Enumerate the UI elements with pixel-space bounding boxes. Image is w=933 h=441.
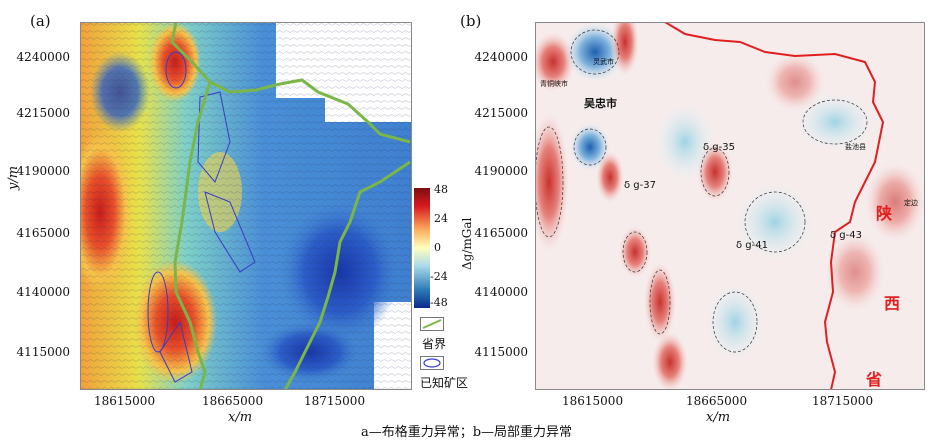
province-char-1: 陕 — [876, 204, 893, 223]
b-xtick-3: 18715000 — [812, 394, 874, 408]
label-lingwu: 灵武市 — [593, 58, 614, 66]
a-xtick-3: 18715000 — [304, 394, 366, 408]
b-ytick-5: 4140000 — [474, 285, 528, 299]
legend-mine-label: 已知矿区 — [420, 376, 469, 390]
figure-caption: a—布格重力异常；b—局部重力异常 — [360, 425, 573, 440]
cbar-tick-2: 24 — [434, 212, 448, 225]
cbar-tick-3: 0 — [434, 241, 441, 254]
b-xtick-1: 18615000 — [562, 394, 624, 408]
b-ytick-1: 4240000 — [474, 50, 528, 64]
legend-boundary-icon — [420, 317, 444, 331]
b-ytick-4: 4165000 — [474, 226, 528, 240]
label-wuzhong: 吴忠市 — [584, 97, 617, 110]
b-ytick-6: 4115000 — [474, 345, 528, 359]
label-g43: δ g-43 — [830, 230, 862, 241]
b-xtick-2: 18665000 — [686, 394, 748, 408]
label-yanchi: 盐池县 — [845, 143, 866, 151]
b-ytick-2: 4215000 — [474, 106, 528, 120]
legend-mine-icon — [420, 356, 444, 370]
province-char-3: 省 — [866, 370, 883, 389]
a-y-axis-title: y/m — [6, 165, 21, 190]
label-g41: δ g-41 — [736, 240, 768, 251]
a-ytick-6: 4115000 — [16, 345, 70, 359]
a-ytick-3: 4190000 — [16, 164, 70, 178]
b-ytick-3: 4190000 — [474, 164, 528, 178]
a-ytick-1: 4240000 — [16, 50, 70, 64]
a-x-axis-title: x/m — [228, 410, 253, 425]
label-g35: δ g-35 — [703, 142, 735, 153]
label-dingbian: 定边 — [904, 199, 918, 207]
cbar-tick-4: -24 — [430, 270, 448, 283]
label-g37: δ g-37 — [624, 180, 656, 191]
colorbar — [414, 188, 430, 308]
panel-a-label: (a) — [30, 12, 51, 30]
a-ytick-2: 4215000 — [16, 106, 70, 120]
panel-b-label: (b) — [460, 12, 482, 30]
cbar-tick-1: 48 — [434, 183, 448, 196]
label-qingtongxia: 青铜峡市 — [540, 80, 568, 88]
b-x-axis-title: x/m — [706, 410, 731, 425]
map-a-frame — [80, 22, 412, 390]
a-ytick-4: 4165000 — [16, 226, 70, 240]
a-xtick-1: 18615000 — [94, 394, 156, 408]
local-anomaly-map — [535, 22, 925, 390]
map-b-frame — [535, 22, 925, 390]
province-char-2: 西 — [884, 294, 901, 313]
a-ytick-5: 4140000 — [16, 285, 70, 299]
legend-boundary-label: 省界 — [422, 337, 447, 351]
cbar-tick-5: -48 — [430, 296, 448, 309]
a-xtick-2: 18665000 — [202, 394, 264, 408]
bouguer-anomaly-map — [80, 22, 412, 390]
